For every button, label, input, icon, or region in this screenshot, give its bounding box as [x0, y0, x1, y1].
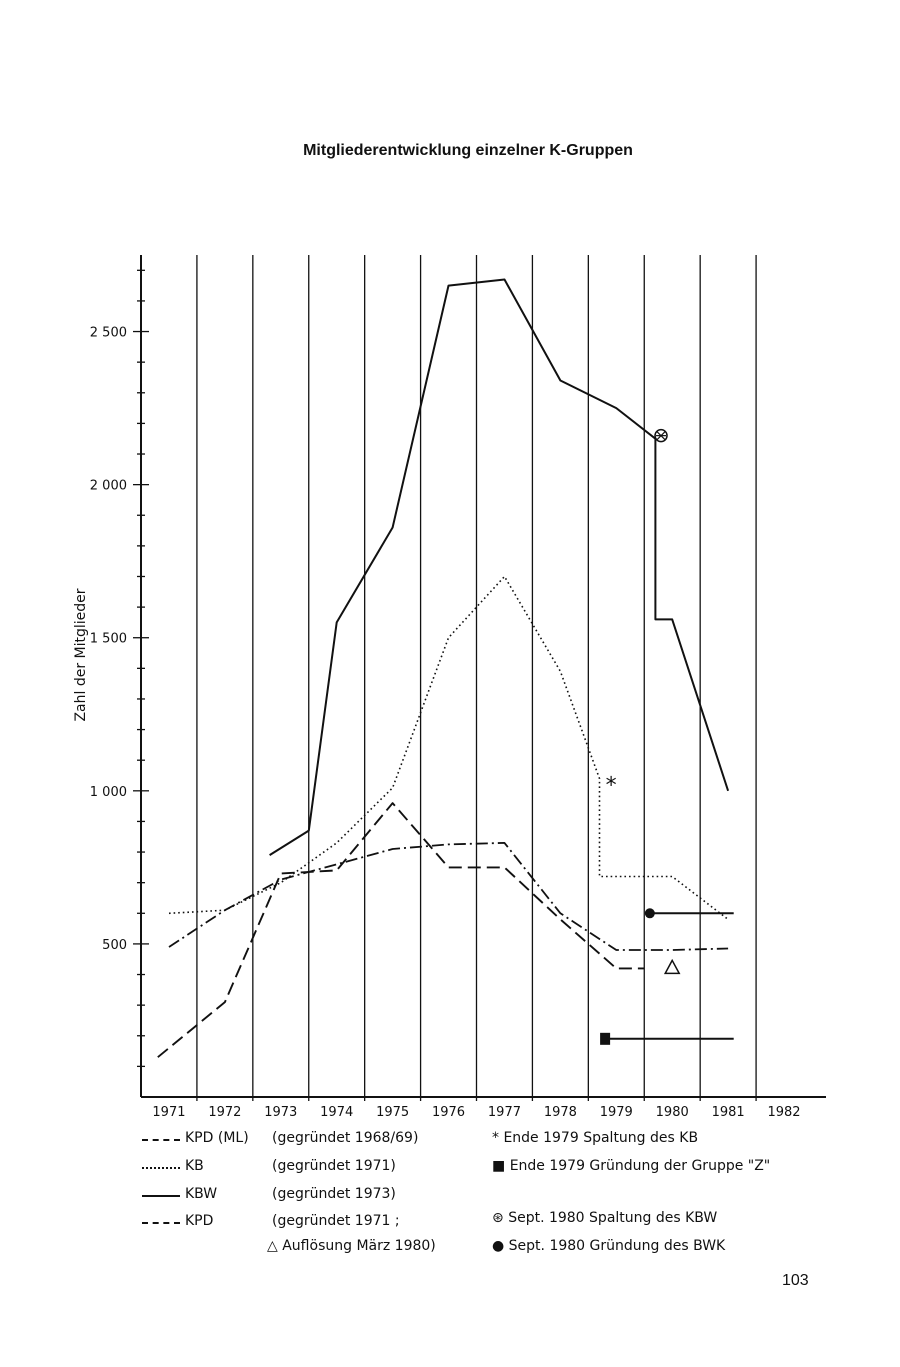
legend-series-label: KBW	[185, 1186, 218, 1202]
legend-marker-text: Sept. 1980 Gründung des BWK	[508, 1238, 726, 1254]
series-line-kpd-ml	[168, 842, 729, 951]
x-tick-label: 1975	[376, 1105, 409, 1120]
y-tick-label: 500	[102, 938, 127, 953]
legend-entry: KPD (ML) (gegründet 1968/69)	[142, 1130, 462, 1150]
legend-series-founding: (gegründet 1971 ;	[272, 1213, 400, 1229]
legend-series-label: KB	[185, 1158, 204, 1174]
legend-marker-entry: ⊛ Sept. 1980 Spaltung des KBW	[492, 1210, 717, 1226]
x-tick-label: 1981	[712, 1105, 745, 1120]
series-line-kpd	[157, 802, 645, 1058]
y-tick-label: 1 500	[90, 632, 127, 647]
x-tick-label: 1972	[208, 1105, 241, 1120]
triangle-marker	[663, 958, 681, 975]
x-tick-label: 1974	[320, 1105, 353, 1120]
legend-entry: KPD (gegründet 1971 ;	[142, 1213, 462, 1233]
legend-marker-icon: ●	[492, 1238, 509, 1254]
series-line-kbw	[269, 278, 730, 856]
legend-marker-icon: ■	[492, 1158, 510, 1174]
y-tick-label: 2 500	[90, 326, 127, 341]
legend-marker-text: Ende 1979 Spaltung des KB	[503, 1130, 699, 1146]
square-marker	[600, 1032, 611, 1045]
legend-series-founding: (gegründet 1973)	[272, 1186, 396, 1202]
legend-marker-text: Ende 1979 Gründung der Gruppe "Z"	[509, 1158, 771, 1174]
x-tick-label: 1978	[544, 1105, 577, 1120]
dot-marker	[644, 908, 655, 919]
series-line-kb	[168, 575, 729, 921]
legend-marker-icon: ⊛	[492, 1210, 509, 1226]
legend-entry: KBW (gegründet 1973)	[142, 1186, 462, 1206]
legend-marker-entry: * Ende 1979 Spaltung des KB	[492, 1130, 698, 1146]
legend-marker-entry: ■ Ende 1979 Gründung der Gruppe "Z"	[492, 1158, 770, 1174]
x-tick-label: 1971	[152, 1105, 185, 1120]
y-tick-label: 1 000	[90, 785, 127, 800]
legend-marker-text: Sept. 1980 Spaltung des KBW	[508, 1210, 718, 1226]
legend-entry: KB (gegründet 1971)	[142, 1158, 462, 1178]
x-tick-label: 1979	[600, 1105, 633, 1120]
x-tick-label: 1982	[767, 1105, 800, 1120]
legend-marker-entry: ● Sept. 1980 Gründung des BWK	[492, 1238, 725, 1254]
legend-kpd-note-text: Auflösung März 1980)	[282, 1238, 436, 1254]
page-number: 103	[782, 1272, 809, 1289]
x-tick-label: 1977	[488, 1105, 521, 1120]
x-tick-label: 1973	[264, 1105, 297, 1120]
asterisk-marker: *	[606, 774, 617, 799]
page-title: Mitgliederentwicklung einzelner K-Gruppe…	[303, 142, 633, 159]
legend-series-label: KPD (ML)	[185, 1130, 249, 1146]
x-tick-label: 1976	[432, 1105, 465, 1120]
triangle-icon: △	[267, 1238, 278, 1254]
legend-line-sample	[142, 1139, 180, 1141]
legend-series-label: KPD	[185, 1213, 214, 1229]
y-axis-label: Zahl der Mitglieder	[73, 588, 89, 721]
legend-kpd-note: △ Auflösung März 1980)	[267, 1238, 436, 1254]
y-tick-label: 2 000	[90, 479, 127, 494]
legend-series-founding: (gegründet 1971)	[272, 1158, 396, 1174]
legend-line-sample	[142, 1195, 180, 1197]
legend-series-founding: (gegründet 1968/69)	[272, 1130, 419, 1146]
legend-line-sample	[142, 1167, 180, 1169]
legend-line-sample	[142, 1222, 180, 1224]
x-tick-label: 1980	[656, 1105, 689, 1120]
legend-marker-icon: *	[492, 1130, 504, 1146]
